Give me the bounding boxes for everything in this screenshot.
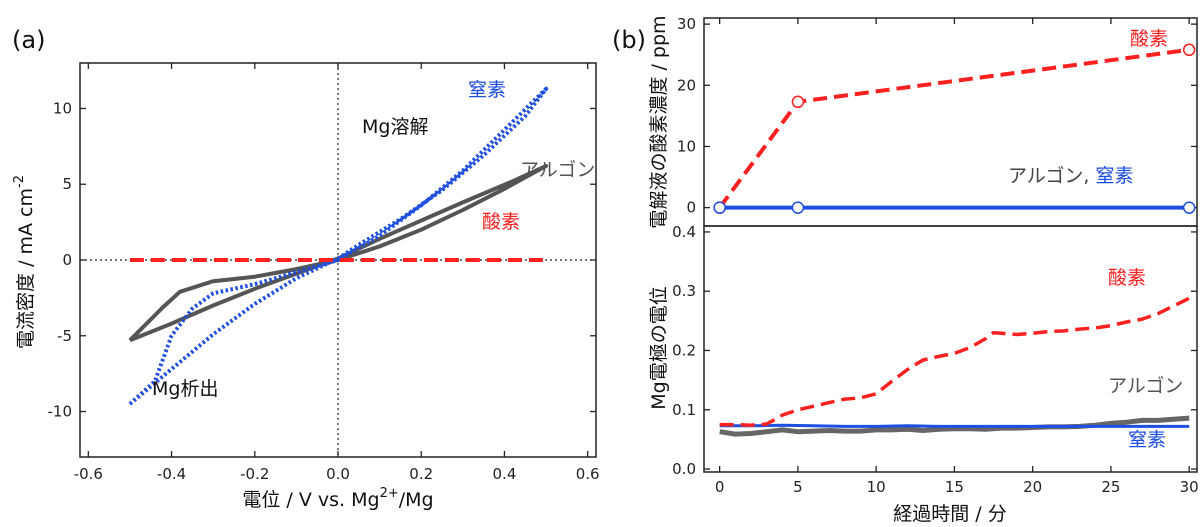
panel-b-label: (b) <box>612 26 646 54</box>
oxygen-y-tick-label: 30 <box>677 15 696 33</box>
oxygen-legend-argon-nitrogen: アルゴン, 窒素 <box>1008 165 1134 187</box>
potential-axes <box>703 225 1198 473</box>
cv-xlabel-sup: 2+ <box>380 486 399 501</box>
potential-x-tick-label: 10 <box>867 478 886 496</box>
potential-y-tick-label: 0.1 <box>672 401 696 419</box>
panel-a-label: (a) <box>12 26 45 54</box>
potential-x-tick-label: 25 <box>1101 478 1120 496</box>
cv-annotation-dissolution: Mg溶解 <box>362 116 428 138</box>
cv-legend-nitrogen: 窒素 <box>468 79 506 101</box>
cv-y-tick-label: 10 <box>53 99 72 117</box>
cv-ylabel-sup: -2 <box>12 175 27 188</box>
cv-y-tick-label: 0 <box>62 251 72 269</box>
cv-series-argon <box>128 164 549 343</box>
potential-legend-nitrogen: 窒素 <box>1128 429 1166 451</box>
oxygen-marker-argon-nitrogen <box>1182 201 1196 214</box>
potential-series-nitrogen <box>719 423 1190 428</box>
oxygen-y-axis-title: 電解液の酸素濃度 / ppm <box>648 15 670 228</box>
potential-ticks: 0 5 10 15 20 25 30 0.0 0.1 0.2 0.3 0.4 <box>672 223 1199 496</box>
potential-y-tick-label: 0.2 <box>672 341 696 359</box>
potential-x-tick-label: 5 <box>793 478 803 496</box>
cv-series <box>128 86 549 406</box>
oxygen-marker-oxygen <box>1182 43 1196 57</box>
cv-ticks: -0.6 -0.4 -0.2 0.0 0.2 0.4 0.6 -10 -5 0 5 10 <box>48 63 600 483</box>
potential-x-tick-label: 15 <box>945 478 964 496</box>
potential-x-tick-label: 30 <box>1180 478 1199 496</box>
cv-y-tick-label: -10 <box>48 403 73 421</box>
potential-series-oxygen <box>719 296 1190 427</box>
oxygen-marker-oxygen <box>791 95 805 109</box>
oxygen-axes <box>703 17 1198 227</box>
potential-series-argon <box>719 415 1190 437</box>
cv-x-tick-label: -0.4 <box>157 465 186 483</box>
oxygen-marker-argon-nitrogen <box>713 201 726 214</box>
cv-x-tick-label: 0.4 <box>493 465 517 483</box>
cv-legend-oxygen: 酸素 <box>482 211 520 233</box>
oxygen-y-tick-label: 10 <box>677 137 696 155</box>
potential-y-tick-label: 0.4 <box>672 223 696 241</box>
cv-series-nitrogen <box>128 86 549 406</box>
potential-x-tick-label: 20 <box>1023 478 1042 496</box>
potential-legend-argon: アルゴン <box>1108 375 1183 397</box>
cv-y-axis-title: 電流密度 / mA cm-2 <box>12 175 37 349</box>
potential-series <box>719 296 1190 437</box>
potential-x-axis-title: 経過時間 / 分 <box>893 503 1006 525</box>
cv-xlabel-main: 電位 / V vs. Mg <box>242 489 379 511</box>
cv-ylabel-main: 電流密度 / mA cm <box>15 188 37 349</box>
cv-x-tick-label: 0.0 <box>326 465 350 483</box>
oxygen-legend-argon: アルゴン, <box>1008 165 1089 187</box>
oxygen-marker-argon-nitrogen <box>791 201 805 214</box>
oxygen-y-tick-label: 0 <box>686 199 696 217</box>
oxygen-legend-nitrogen: 窒素 <box>1095 165 1133 187</box>
potential-y-tick-label: 0.3 <box>672 282 696 300</box>
cv-x-tick-label: 0.6 <box>576 465 600 483</box>
cv-y-tick-label: 5 <box>62 175 72 193</box>
oxygen-ticks: 0 10 20 30 <box>677 15 1197 217</box>
oxygen-plot-frame <box>703 17 1198 227</box>
potential-x-tick-label: 0 <box>715 478 725 496</box>
cv-x-axis-title: 電位 / V vs. Mg2+/Mg <box>242 486 433 511</box>
oxygen-series <box>713 43 1196 214</box>
cv-x-tick-label: 0.2 <box>409 465 433 483</box>
potential-y-axis-title: Mg電極の電位 <box>648 286 670 409</box>
cv-legend-argon: アルゴン <box>520 159 595 181</box>
potential-legend-oxygen: 酸素 <box>1108 267 1146 289</box>
cv-xlabel-tail: /Mg <box>399 489 434 511</box>
cv-x-tick-label: -0.2 <box>240 465 269 483</box>
cv-annotation-deposition: Mg析出 <box>152 378 218 400</box>
potential-y-tick-label: 0.0 <box>672 460 696 478</box>
cv-x-tick-label: -0.6 <box>74 465 103 483</box>
cv-y-tick-label: -5 <box>57 327 72 345</box>
potential-plot-frame <box>703 225 1198 473</box>
oxygen-legend-oxygen: 酸素 <box>1130 28 1168 50</box>
oxygen-y-tick-label: 20 <box>677 76 696 94</box>
